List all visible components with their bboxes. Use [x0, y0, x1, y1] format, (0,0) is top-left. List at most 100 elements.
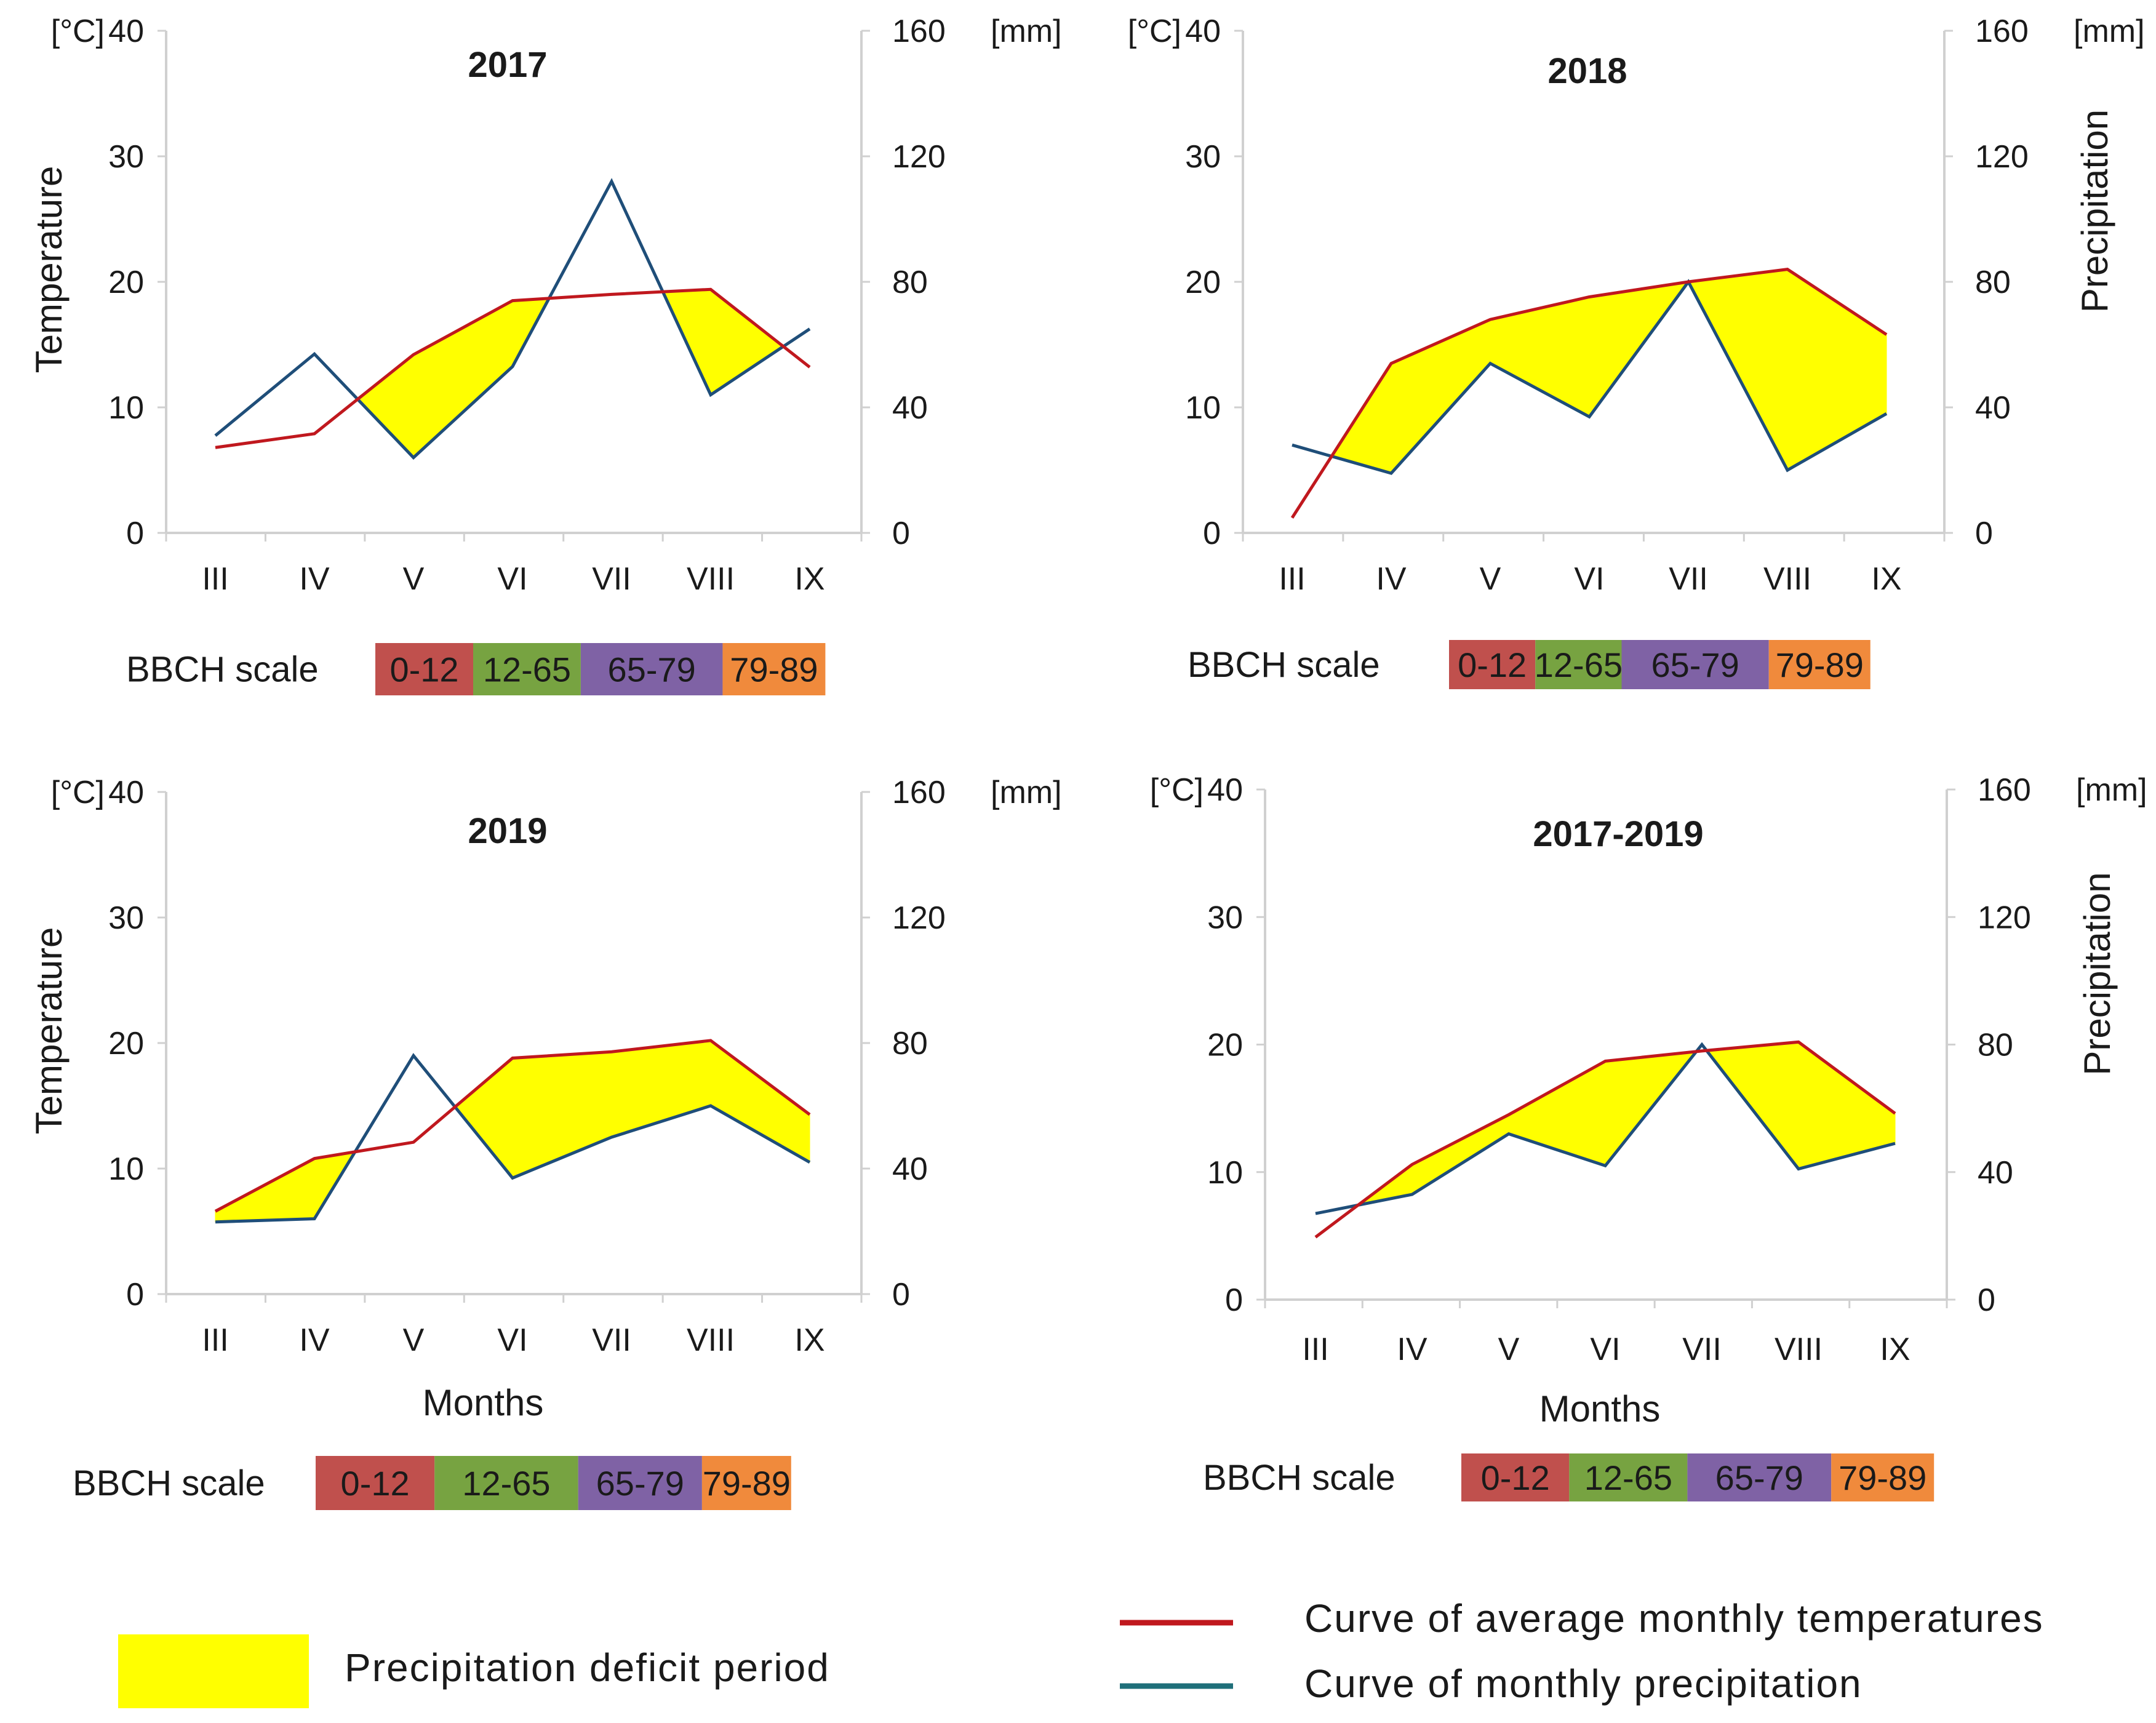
x-tick-label: IV	[299, 1322, 329, 1358]
y-right-tick-label: 40	[1975, 390, 2011, 426]
bbch-segment-label: 65-79	[608, 650, 696, 689]
bbch-segment-label: 0-12	[341, 1464, 410, 1503]
precipitation-line	[1292, 279, 1888, 475]
left-unit: [°C]	[51, 14, 105, 49]
bbch-segment	[375, 643, 473, 695]
x-tick-label: IV	[299, 561, 329, 597]
deficit-areas	[215, 1039, 810, 1223]
bbch-segment-label: 79-89	[730, 650, 818, 689]
bbch-segment-label: 79-89	[703, 1464, 791, 1503]
bbch-scale-label: BBCH scale	[73, 1463, 265, 1503]
x-tick-label: III	[202, 1322, 228, 1358]
right-unit: [mm]	[2074, 14, 2145, 49]
bbch-segment	[1535, 640, 1622, 689]
x-axis-title: Months	[1539, 1388, 1661, 1429]
y-left-tick-label: 10	[1207, 1155, 1243, 1191]
bbch-segment	[1569, 1453, 1688, 1501]
y-right-tick-label: 80	[1975, 265, 2011, 300]
bbch-segment-label: 65-79	[596, 1464, 684, 1503]
x-tick-label: V	[1498, 1332, 1520, 1367]
y-left-tick-label: 20	[1185, 265, 1221, 300]
bbch-segment-label: 65-79	[1651, 646, 1739, 684]
x-tick-label: VII	[592, 1322, 631, 1358]
chart-panel-2017: 0 10 20 30 40 0 40 80 120 160 [°C] [mm] 2017 Temperat…	[28, 14, 1062, 695]
y-left-tick-label: 0	[126, 1277, 144, 1313]
bbch-segment	[434, 1456, 578, 1510]
x-tick-label: V	[403, 1322, 425, 1358]
legend-precipitation-label: Curve of monthly precipitation	[1304, 1661, 1863, 1706]
legend-deficit-swatch	[118, 1634, 309, 1708]
x-tick-label: VII	[1669, 561, 1708, 597]
chart-panel-2019: 0 10 20 30 40 0 40 80 120 160 [°C] [mm] 2019 Temperat…	[28, 775, 1062, 1510]
y-right-tick-label: 0	[892, 516, 910, 551]
x-tick-label: IX	[794, 1322, 824, 1358]
y-right-tick-label: 0	[1975, 516, 1993, 551]
x-tick-label: VII	[1682, 1332, 1722, 1367]
y-left-tick-label: 0	[126, 516, 144, 551]
bbch-segment	[1621, 640, 1769, 689]
x-tick-label: III	[202, 561, 228, 597]
bbch-segment-label: 65-79	[1715, 1458, 1803, 1497]
x-tick-label: VIII	[687, 1322, 735, 1358]
y-right-tick-label: 40	[892, 390, 928, 426]
bbch-scale-label: BBCH scale	[126, 650, 319, 690]
bbch-segment-label: 0-12	[1458, 646, 1527, 684]
y-left-tick-label: 40	[108, 775, 144, 810]
deficit-area	[1798, 1041, 1896, 1170]
precipitation-line	[214, 178, 811, 460]
figure-legend: Precipitation deficit period Curve of av…	[118, 1596, 2043, 1708]
bbch-segment	[580, 643, 723, 695]
bbch-segment	[1687, 1453, 1832, 1501]
y-right-tick-label: 160	[1978, 772, 2031, 808]
y-left-tick-label: 40	[1207, 772, 1243, 808]
bbch-segment	[1449, 640, 1536, 689]
bbch-scale-label: BBCH scale	[1188, 645, 1380, 685]
x-tick-label: VI	[497, 1322, 527, 1358]
y-right-tick-label: 80	[892, 265, 928, 300]
y-left-title: Temperature	[28, 927, 70, 1135]
y-left-tick-label: 0	[1225, 1282, 1243, 1318]
chart-title: 2019	[468, 811, 547, 851]
y-left-tick-label: 10	[108, 390, 144, 426]
x-tick-label: IV	[1376, 561, 1406, 597]
x-tick-label: IX	[1880, 1332, 1910, 1367]
y-right-title: Precipitation	[2074, 110, 2115, 313]
y-right-tick-label: 0	[1978, 1282, 1995, 1318]
deficit-area	[1787, 268, 1887, 471]
y-right-tick-label: 120	[1975, 139, 2029, 175]
y-left-tick-label: 30	[108, 139, 144, 175]
temperature-line	[1314, 1040, 1896, 1239]
y-right-tick-label: 80	[892, 1026, 928, 1061]
x-tick-label: VIII	[1775, 1332, 1823, 1367]
x-tick-label: VI	[1590, 1332, 1620, 1367]
y-right-tick-label: 80	[1978, 1028, 2013, 1063]
bbch-segment-label: 79-89	[1839, 1458, 1926, 1497]
y-right-tick-label: 160	[1975, 14, 2029, 49]
x-tick-label: III	[1279, 561, 1305, 597]
y-left-tick-label: 40	[108, 14, 144, 49]
y-right-tick-label: 0	[892, 1277, 910, 1313]
bbch-segment-label: 12-65	[1535, 646, 1623, 684]
y-left-tick-label: 0	[1203, 516, 1221, 551]
y-left-tick-label: 10	[1185, 390, 1221, 426]
deficit-area	[710, 289, 784, 396]
bbch-segment-label: 12-65	[483, 650, 571, 689]
bbch-segment-label: 0-12	[389, 650, 458, 689]
left-unit: [°C]	[51, 775, 105, 810]
bbch-segment	[1768, 640, 1871, 689]
y-left-tick-label: 30	[1207, 900, 1243, 935]
y-left-tick-label: 20	[108, 1026, 144, 1061]
bbch-segment-label: 0-12	[1481, 1458, 1550, 1497]
bbch-segment-label: 79-89	[1776, 646, 1864, 684]
x-tick-label: VII	[592, 561, 631, 597]
precipitation-line	[215, 1053, 811, 1224]
bbch-segment	[316, 1456, 435, 1510]
left-unit: [°C]	[1128, 14, 1181, 49]
y-left-tick-label: 20	[108, 265, 144, 300]
bbch-segment	[1461, 1453, 1570, 1501]
y-left-tick-label: 30	[1185, 139, 1221, 175]
y-left-tick-label: 40	[1185, 14, 1221, 49]
temperature-line	[215, 287, 811, 449]
x-tick-label: VIII	[687, 561, 735, 597]
